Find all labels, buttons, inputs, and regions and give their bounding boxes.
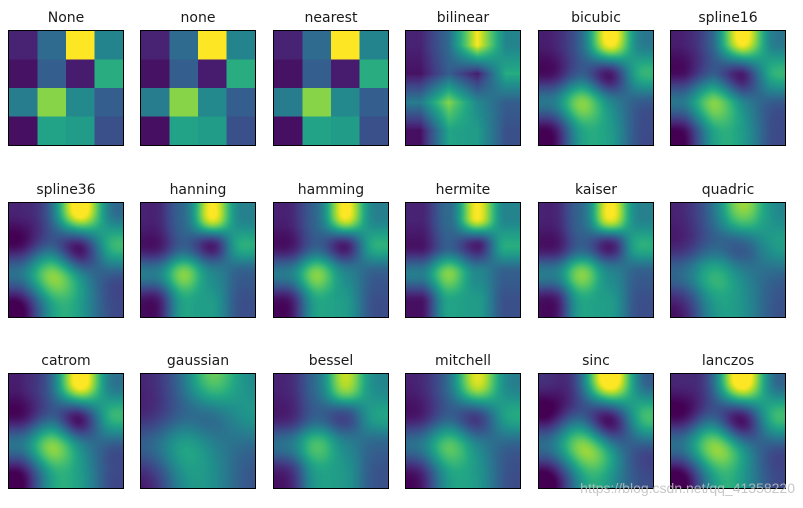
- heatmap-image: [538, 373, 654, 489]
- subplot-4: bilinear: [405, 10, 521, 146]
- subplot-title: bessel: [308, 353, 354, 369]
- heatmap-image: [8, 373, 124, 489]
- heatmap-image: [405, 373, 521, 489]
- subplot-title: spline16: [698, 10, 758, 26]
- subplot-11: kaiser: [538, 182, 654, 318]
- subplot-16: mitchell: [405, 353, 521, 489]
- subplot-6: spline16: [670, 10, 786, 146]
- subplot-5: bicubic: [538, 10, 654, 146]
- subplot-12: quadric: [670, 182, 786, 318]
- subplot-15: bessel: [273, 353, 389, 489]
- subplot-title: hermite: [435, 182, 491, 198]
- subplot-title: sinc: [582, 353, 610, 369]
- subplot-title: None: [47, 10, 85, 26]
- subplot-1: None: [8, 10, 124, 146]
- subplot-14: gaussian: [140, 353, 256, 489]
- subplot-title: bilinear: [436, 10, 490, 26]
- heatmap-image: [140, 30, 256, 146]
- subplot-title: bicubic: [571, 10, 621, 26]
- heatmap-image: [670, 373, 786, 489]
- subplot-title: catrom: [41, 353, 91, 369]
- heatmap-image: [538, 202, 654, 318]
- subplot-title: quadric: [701, 182, 755, 198]
- heatmap-image: [273, 373, 389, 489]
- subplot-17: sinc: [538, 353, 654, 489]
- subplot-8: hanning: [140, 182, 256, 318]
- subplot-title: spline36: [36, 182, 96, 198]
- subplot-title: nearest: [304, 10, 358, 26]
- heatmap-image: [273, 30, 389, 146]
- subplot-3: nearest: [273, 10, 389, 146]
- subplot-2: none: [140, 10, 256, 146]
- subplot-7: spline36: [8, 182, 124, 318]
- heatmap-image: [670, 202, 786, 318]
- heatmap-image: [8, 30, 124, 146]
- subplot-13: catrom: [8, 353, 124, 489]
- heatmap-image: [405, 202, 521, 318]
- heatmap-image: [140, 373, 256, 489]
- heatmap-image: [273, 202, 389, 318]
- watermark: https://blog.csdn.net/qq_41358220: [580, 480, 795, 496]
- heatmap-image: [538, 30, 654, 146]
- subplot-title: gaussian: [166, 353, 230, 369]
- subplot-title: none: [180, 10, 216, 26]
- subplot-title: hanning: [169, 182, 227, 198]
- heatmap-image: [140, 202, 256, 318]
- subplot-title: mitchell: [435, 353, 491, 369]
- subplot-10: hermite: [405, 182, 521, 318]
- heatmap-image: [670, 30, 786, 146]
- heatmap-image: [405, 30, 521, 146]
- subplot-18: lanczos: [670, 353, 786, 489]
- subplot-title: lanczos: [701, 353, 755, 369]
- subplot-title: kaiser: [575, 182, 617, 198]
- heatmap-image: [8, 202, 124, 318]
- subplot-9: hamming: [273, 182, 389, 318]
- subplot-title: hamming: [297, 182, 365, 198]
